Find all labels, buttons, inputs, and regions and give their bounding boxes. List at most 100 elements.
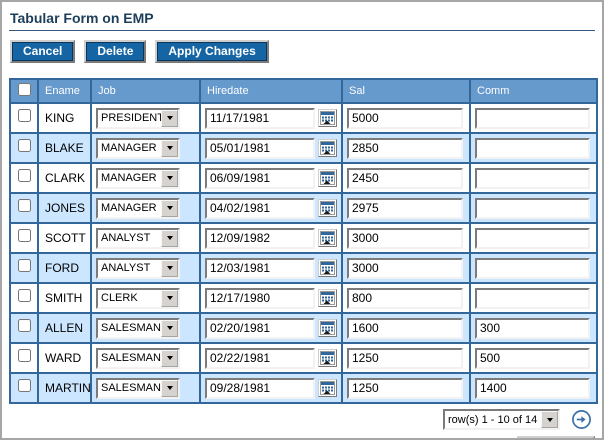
ename-value: WARD — [45, 351, 82, 365]
sal-input[interactable] — [347, 137, 463, 159]
calendar-picker-button[interactable] — [318, 259, 337, 277]
comm-input[interactable] — [475, 317, 590, 339]
add-row-button[interactable]: Add Row — [517, 436, 595, 438]
hiredate-input[interactable] — [205, 347, 315, 369]
chevron-down-icon — [161, 349, 178, 367]
job-select[interactable]: PRESIDENT — [96, 107, 180, 129]
comm-input[interactable] — [475, 287, 590, 309]
hiredate-input[interactable] — [205, 287, 315, 309]
next-page-button[interactable] — [571, 409, 592, 430]
calendar-picker-button[interactable] — [318, 319, 337, 337]
sal-input[interactable] — [347, 257, 463, 279]
calendar-icon — [320, 291, 335, 305]
job-select[interactable]: SALESMAN — [96, 347, 180, 369]
row-select-checkbox[interactable] — [17, 139, 31, 152]
chevron-down-icon — [161, 139, 178, 157]
comm-input[interactable] — [475, 137, 590, 159]
job-select[interactable]: MANAGER — [96, 197, 180, 219]
chevron-down-icon — [541, 411, 558, 428]
chevron-down-icon — [161, 289, 178, 307]
sal-input[interactable] — [347, 287, 463, 309]
calendar-picker-button[interactable] — [318, 109, 337, 127]
sal-input[interactable] — [347, 377, 463, 399]
job-select[interactable]: ANALYST — [96, 227, 180, 249]
calendar-picker-button[interactable] — [318, 349, 337, 367]
calendar-picker-button[interactable] — [318, 379, 337, 397]
table-row: SMITH CLERK — [9, 282, 598, 314]
cancel-button[interactable]: Cancel — [10, 40, 76, 63]
hiredate-input[interactable] — [205, 227, 315, 249]
ename-value: SCOTT — [45, 231, 86, 245]
job-select[interactable]: SALESMAN — [96, 377, 180, 399]
table-row: FORD ANALYST — [9, 252, 598, 284]
job-select[interactable]: MANAGER — [96, 167, 180, 189]
column-header-sal: Sal — [341, 78, 471, 104]
sal-input[interactable] — [347, 347, 463, 369]
comm-input[interactable] — [475, 377, 590, 399]
job-select-value: MANAGER — [101, 202, 157, 214]
sal-input[interactable] — [347, 167, 463, 189]
chevron-down-icon — [161, 229, 178, 247]
job-select[interactable]: ANALYST — [96, 257, 180, 279]
row-select-checkbox[interactable] — [17, 379, 31, 392]
hiredate-input[interactable] — [205, 257, 315, 279]
column-header-comm: Comm — [469, 78, 598, 104]
row-select-checkbox[interactable] — [17, 169, 31, 182]
row-select-checkbox[interactable] — [17, 259, 31, 272]
column-header-job: Job — [90, 78, 201, 104]
comm-input[interactable] — [475, 107, 590, 129]
row-select-checkbox[interactable] — [17, 289, 31, 302]
comm-input[interactable] — [475, 347, 590, 369]
job-select[interactable]: MANAGER — [96, 137, 180, 159]
row-select-checkbox[interactable] — [17, 109, 31, 122]
row-select-checkbox[interactable] — [17, 349, 31, 362]
calendar-picker-button[interactable] — [318, 139, 337, 157]
hiredate-input[interactable] — [205, 167, 315, 189]
ename-value: ALLEN — [45, 321, 84, 335]
job-select-value: SALESMAN — [101, 352, 161, 364]
row-select-checkbox[interactable] — [17, 229, 31, 242]
sal-input[interactable] — [347, 227, 463, 249]
pagination-range-select[interactable]: row(s) 1 - 10 of 14 — [443, 409, 560, 430]
job-select-value: PRESIDENT — [101, 112, 161, 124]
chevron-down-icon — [161, 319, 178, 337]
calendar-icon — [320, 141, 335, 155]
hiredate-input[interactable] — [205, 377, 315, 399]
table-row: JONES MANAGER — [9, 192, 598, 224]
table-row: ALLEN SALESMAN — [9, 312, 598, 344]
calendar-picker-button[interactable] — [318, 199, 337, 217]
row-select-checkbox[interactable] — [17, 199, 31, 212]
pagination-bar: row(s) 1 - 10 of 14 — [9, 409, 595, 430]
comm-input[interactable] — [475, 197, 590, 219]
emp-table: Ename Job Hiredate Sal Comm KING PRESIDE… — [9, 78, 598, 404]
comm-input[interactable] — [475, 257, 590, 279]
ename-value: SMITH — [45, 291, 83, 305]
job-select-value: MANAGER — [101, 142, 157, 154]
ename-value: JONES — [45, 201, 86, 215]
calendar-picker-button[interactable] — [318, 169, 337, 187]
calendar-picker-button[interactable] — [318, 229, 337, 247]
hiredate-input[interactable] — [205, 137, 315, 159]
delete-button[interactable]: Delete — [84, 40, 147, 63]
hiredate-input[interactable] — [205, 317, 315, 339]
calendar-picker-button[interactable] — [318, 289, 337, 307]
job-select[interactable]: CLERK — [96, 287, 180, 309]
chevron-down-icon — [161, 259, 178, 277]
calendar-icon — [320, 351, 335, 365]
sal-input[interactable] — [347, 107, 463, 129]
select-all-checkbox[interactable] — [17, 83, 31, 96]
comm-input[interactable] — [475, 167, 590, 189]
apply-changes-button[interactable]: Apply Changes — [155, 40, 269, 63]
table-row: KING PRESIDENT — [9, 102, 598, 134]
column-header-hiredate: Hiredate — [199, 78, 343, 104]
ename-value: KING — [45, 111, 75, 125]
sal-input[interactable] — [347, 317, 463, 339]
sal-input[interactable] — [347, 197, 463, 219]
job-select[interactable]: SALESMAN — [96, 317, 180, 339]
chevron-down-icon — [161, 169, 178, 187]
comm-input[interactable] — [475, 227, 590, 249]
hiredate-input[interactable] — [205, 107, 315, 129]
hiredate-input[interactable] — [205, 197, 315, 219]
row-select-checkbox[interactable] — [17, 319, 31, 332]
